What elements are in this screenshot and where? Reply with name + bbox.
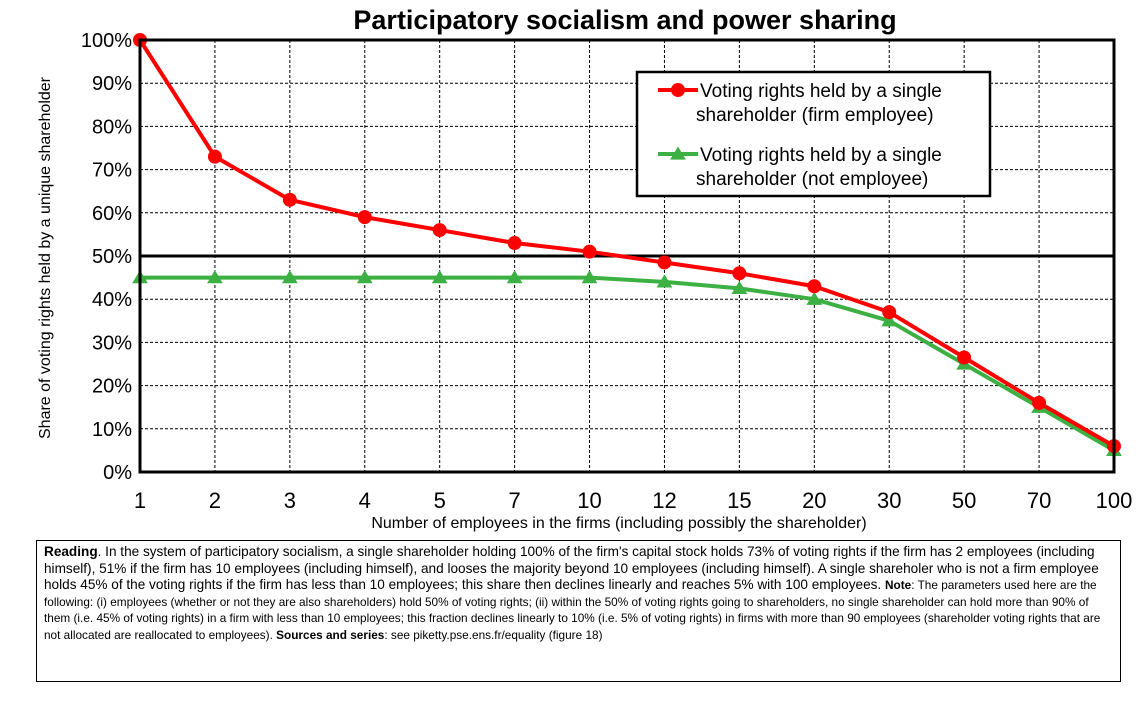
chart-title: Participatory socialism and power sharin… (353, 5, 896, 35)
legend-entry: Voting rights held by a single shareholde… (658, 81, 942, 126)
data-point (356, 270, 373, 284)
legend-box (635, 70, 992, 198)
series-not-employee (132, 270, 1122, 457)
x-tick-label: 15 (727, 488, 751, 513)
y-axis-tick-labels: 0% 10% 20% 30% 40% 50% 60% 70% 80% 90% 100% (81, 30, 132, 484)
x-tick-label: 50 (952, 488, 976, 513)
data-point (731, 280, 748, 295)
x-tick-label: 10 (577, 488, 601, 513)
data-point (432, 223, 447, 238)
note-text: : The parameters used here are the follo… (44, 578, 1101, 642)
data-point (431, 270, 448, 284)
data-point (282, 192, 297, 207)
x-tick-label: 20 (802, 488, 826, 513)
data-point (281, 270, 298, 284)
legend-label: Voting rights held by a single (700, 145, 942, 166)
data-point (657, 255, 672, 270)
sources-label: Sources and series (276, 627, 385, 642)
data-point (656, 274, 673, 288)
legend-label: shareholder (not employee) (696, 169, 928, 190)
data-point (582, 244, 597, 259)
x-tick-label: 4 (359, 488, 371, 513)
x-tick-label: 30 (877, 488, 901, 513)
data-point (807, 279, 822, 294)
x-tick-label: 2 (209, 488, 221, 513)
y-tick-label: 50% (92, 246, 132, 268)
x-tick-label: 70 (1027, 488, 1051, 513)
x-axis-title: Number of employees in the firms (includ… (371, 515, 866, 532)
y-tick-label: 80% (92, 116, 132, 138)
line-chart: Participatory socialism and power sharin… (37, 5, 1132, 532)
sources-text: : see piketty.pse.ens.fr/equality (figur… (384, 627, 603, 642)
series-line (138, 275, 1116, 453)
data-point (732, 266, 747, 281)
data-point (1032, 395, 1047, 410)
reading-label: Reading (44, 544, 98, 559)
y-tick-label: 100% (81, 30, 132, 52)
x-tick-label: 7 (508, 488, 520, 513)
x-tick-label: 100 (1096, 488, 1133, 513)
series-line (138, 38, 1116, 449)
plot-area-frame (138, 38, 1116, 474)
x-axis-tick-labels: 1 2 3 4 5 7 10 12 15 20 30 50 70 100 (134, 488, 1132, 513)
data-point (357, 210, 372, 225)
data-point (581, 270, 598, 284)
x-tick-label: 1 (134, 488, 146, 513)
data-point (507, 236, 522, 251)
reading-text: . In the system of participatory sociali… (44, 544, 1099, 593)
x-tick-label: 3 (284, 488, 296, 513)
x-tick-label: 5 (434, 488, 446, 513)
y-tick-label: 20% (92, 376, 132, 398)
legend-marker (670, 146, 686, 160)
data-point (806, 291, 823, 305)
y-tick-label: 60% (92, 203, 132, 225)
y-tick-label: 30% (92, 332, 132, 354)
data-point (957, 350, 972, 365)
data-point (882, 305, 897, 320)
note-label: Note (885, 578, 912, 593)
y-tick-label: 70% (92, 160, 132, 182)
data-point (881, 313, 898, 327)
data-point (506, 270, 523, 284)
series-firm-employee (133, 33, 1121, 454)
y-tick-label: 0% (103, 462, 132, 484)
y-axis-title: Share of voting rights held by a unique … (37, 76, 54, 439)
legend-marker (671, 83, 685, 97)
y-tick-label: 10% (92, 419, 132, 441)
legend: Voting rights held by a single shareholde… (635, 70, 992, 198)
y-tick-label: 90% (92, 73, 132, 95)
reading-note: Reading. In the system of participatory … (36, 540, 1121, 682)
legend-label: shareholder (firm employee) (696, 105, 934, 126)
series-layer (132, 33, 1122, 457)
legend-entry: Voting rights held by a single shareholde… (658, 145, 942, 190)
legend-label: Voting rights held by a single (700, 81, 942, 102)
y-tick-label: 40% (92, 289, 132, 311)
data-point (207, 270, 223, 284)
data-point (207, 149, 222, 164)
x-tick-label: 12 (652, 488, 676, 513)
